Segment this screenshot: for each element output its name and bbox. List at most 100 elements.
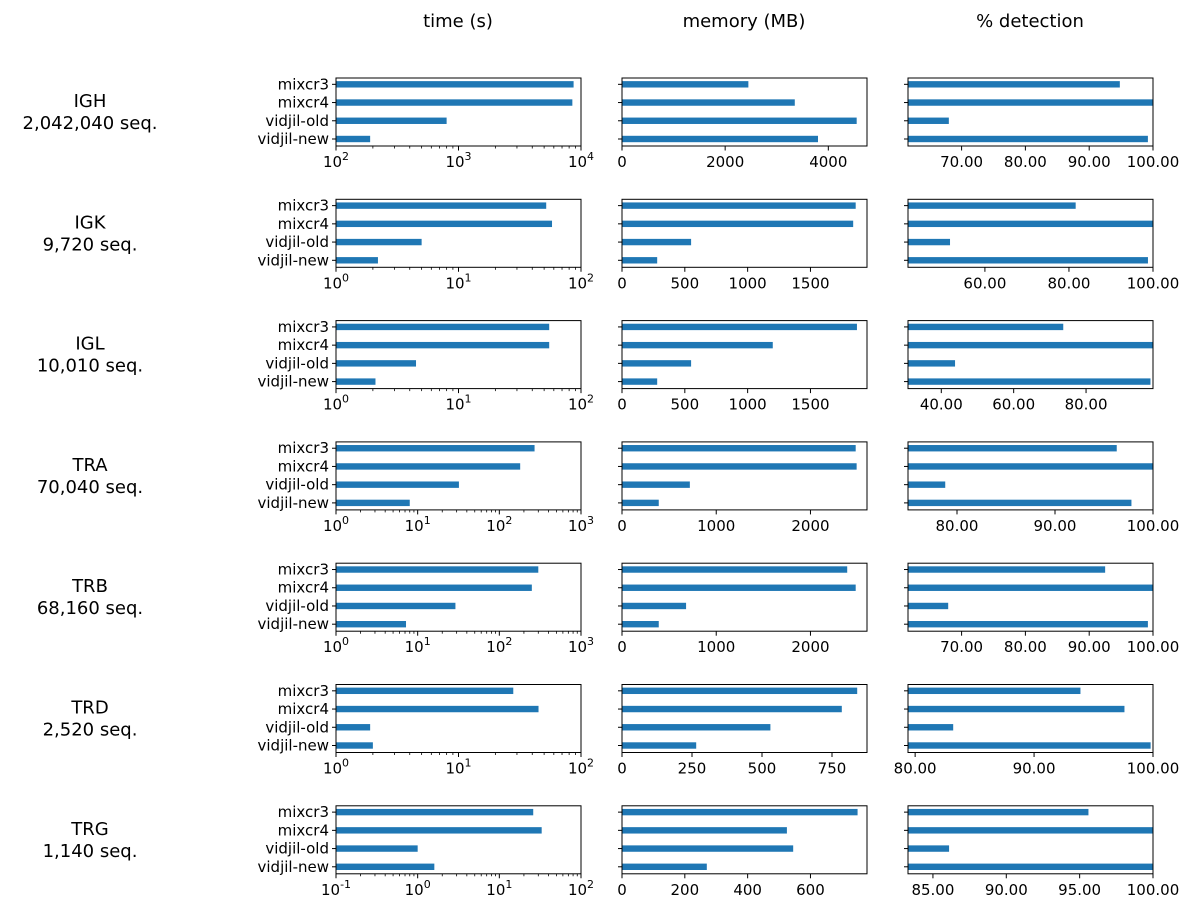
bar <box>336 238 422 246</box>
panel-tra-memory: 0 1000 2000 <box>617 441 868 535</box>
panel-igl-memory: 0 500 1000 1500 <box>617 320 868 414</box>
bar <box>336 705 539 713</box>
bar <box>336 499 410 507</box>
row-label-count: 1,140 seq. <box>43 841 138 862</box>
axes-frame <box>907 77 1154 147</box>
axes-frame <box>621 805 868 875</box>
y-tick-label: vidjil-old <box>265 354 329 372</box>
x-tick-label: 1500 <box>791 274 829 292</box>
x-tick-label: 102 <box>323 150 349 171</box>
x-tick-label: 0 <box>617 396 627 414</box>
column-title-detection: % detection <box>976 11 1084 32</box>
y-tick-label: vidjil-old <box>265 476 329 494</box>
bar <box>336 341 550 349</box>
row-label-count: 70,040 seq. <box>37 477 143 498</box>
bar <box>622 584 856 591</box>
x-tick-label: 60.00 <box>963 274 1006 292</box>
x-tick-label: 2000 <box>791 517 829 535</box>
x-tick-label: 102 <box>568 393 594 414</box>
x-tick-label: 102 <box>486 635 512 656</box>
x-tick-label: 101 <box>486 878 512 899</box>
x-tick-label: 103 <box>568 514 594 535</box>
bar <box>908 220 1153 228</box>
x-tick-label: 100.00 <box>1127 517 1180 535</box>
panel-igk-memory: 0 500 1000 1500 <box>617 198 868 292</box>
axes-frame <box>907 198 1154 268</box>
column-title-memory: memory (MB) <box>683 11 806 32</box>
y-tick-label: vidjil-old <box>265 233 329 251</box>
x-tick-label: 0 <box>617 760 627 778</box>
x-tick-label: 80.00 <box>1047 274 1090 292</box>
bar <box>336 620 407 628</box>
bar <box>336 81 574 88</box>
x-tick-label: 104 <box>568 150 594 171</box>
y-tick-label: vidjil-new <box>258 373 329 391</box>
x-tick-label: 500 <box>748 760 777 778</box>
bar <box>908 360 956 367</box>
x-tick-label: 1000 <box>697 517 735 535</box>
y-tick-label: mixcr3 <box>278 682 329 700</box>
bar <box>336 378 376 385</box>
y-tick-label: vidjil-old <box>265 112 329 130</box>
bar <box>336 827 542 834</box>
bar <box>622 463 857 470</box>
bar <box>622 602 687 610</box>
row-label-count: 68,160 seq. <box>37 598 143 619</box>
bar <box>336 724 371 731</box>
x-tick-label: 70.00 <box>940 153 983 171</box>
column-title-time: time (s) <box>423 11 493 32</box>
x-tick-label: 1000 <box>729 396 767 414</box>
x-tick-label: 100 <box>323 514 349 535</box>
y-tick-label: mixcr4 <box>278 821 329 839</box>
x-tick-label: 90.00 <box>1068 638 1111 656</box>
x-tick-label: 200 <box>671 881 700 899</box>
bar <box>622 808 858 816</box>
axes-frame <box>621 441 868 511</box>
x-tick-label: 102 <box>568 757 594 778</box>
bar <box>908 620 1148 628</box>
y-tick-label: mixcr4 <box>278 336 329 354</box>
axes-frame <box>621 77 868 147</box>
bar <box>622 238 692 246</box>
bar <box>622 566 848 573</box>
bar <box>622 81 749 88</box>
x-tick-label: 80.00 <box>936 517 979 535</box>
y-tick-label: mixcr3 <box>278 197 329 215</box>
bar <box>622 742 697 749</box>
bar <box>908 584 1153 591</box>
x-tick-label: 101 <box>405 514 431 535</box>
bar <box>622 863 707 870</box>
bar <box>622 135 818 143</box>
axes-frame <box>621 684 868 753</box>
bar <box>908 687 1081 695</box>
bar <box>622 687 858 695</box>
bar <box>336 117 447 124</box>
axes-frame <box>335 805 582 875</box>
x-tick-label: 0 <box>617 517 627 535</box>
x-tick-label: 103 <box>568 635 594 656</box>
x-tick-label: 90.00 <box>1034 517 1077 535</box>
bar <box>908 257 1148 264</box>
x-tick-label: 80.00 <box>894 760 937 778</box>
row-label-name: TRD <box>70 698 108 719</box>
axes-frame <box>621 562 868 632</box>
bar <box>908 481 946 488</box>
panel-trb-memory: 0 1000 2000 <box>617 562 868 656</box>
y-tick-label: mixcr4 <box>278 215 329 233</box>
x-tick-label: 101 <box>405 635 431 656</box>
axes-frame <box>621 320 868 390</box>
row-label-name: TRB <box>71 576 108 597</box>
panel-trg-memory: 0 200 400 600 <box>617 805 868 899</box>
bar <box>908 463 1153 470</box>
y-tick-label: mixcr3 <box>278 803 329 821</box>
bar <box>908 827 1153 834</box>
y-tick-label: vidjil-new <box>258 494 329 512</box>
